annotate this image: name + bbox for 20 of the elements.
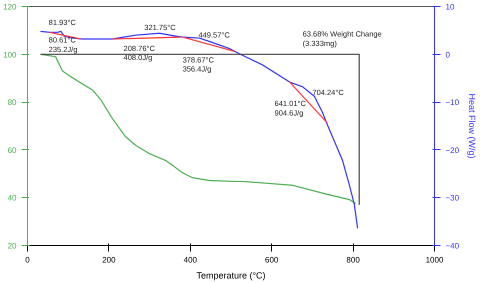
y2-tick-label: −10 bbox=[446, 98, 460, 108]
y2-axis-title: Heat Flow (W/g) bbox=[467, 93, 478, 159]
x-tick-label: 600 bbox=[265, 256, 279, 264]
x-tick-label: 1000 bbox=[426, 256, 444, 264]
x-axis-title: Temperature (°C) bbox=[196, 270, 266, 280]
y2-tick-label: −40 bbox=[446, 242, 460, 250]
x-tick-label: 400 bbox=[184, 256, 198, 264]
x-tick-label: 200 bbox=[102, 256, 116, 264]
x-tick-label: 0 bbox=[25, 256, 30, 264]
x-tick-label: 800 bbox=[346, 256, 360, 264]
y-tick-label: 20 bbox=[8, 242, 18, 250]
y-tick-label: 60 bbox=[8, 146, 18, 155]
y-tick-label: 40 bbox=[8, 194, 18, 203]
y-tick-label: 80 bbox=[8, 98, 18, 108]
y-tick-label: 120 bbox=[3, 2, 18, 12]
y2-tick-label: −30 bbox=[446, 194, 460, 203]
y2-tick-label: 10 bbox=[446, 2, 455, 12]
y-tick-label: 100 bbox=[3, 50, 18, 60]
y2-tick-label: 0 bbox=[446, 50, 450, 60]
y2-tick-label: −20 bbox=[446, 146, 460, 155]
